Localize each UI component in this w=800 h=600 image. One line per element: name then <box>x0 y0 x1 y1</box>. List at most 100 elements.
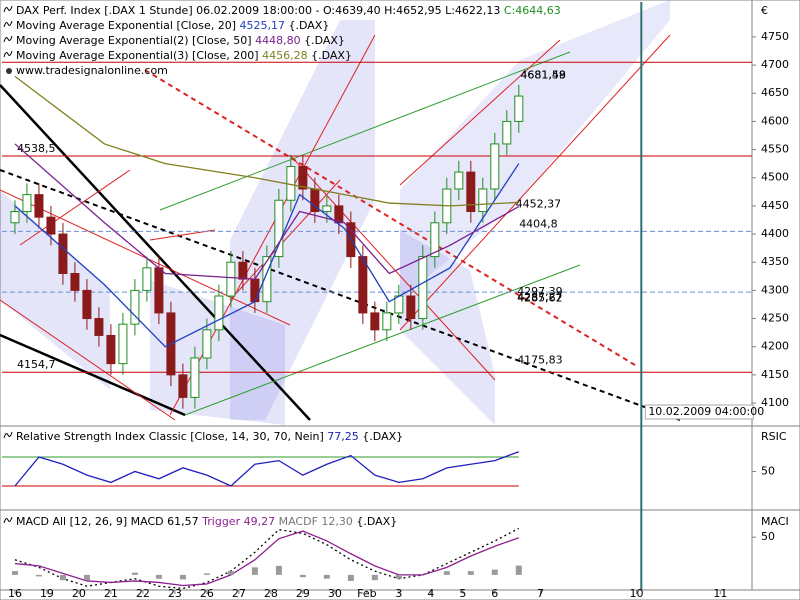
y-tick-label: 4350 <box>761 255 789 268</box>
candle-body <box>358 256 368 314</box>
x-tick-label: 27 <box>232 587 246 600</box>
level-label: 4404,8 <box>519 217 558 230</box>
candle-body <box>226 261 236 297</box>
legend: DAX Perf. Index [.DAX 1 Stunde] 06.02.20… <box>16 4 561 17</box>
candle-body <box>298 165 308 190</box>
y-tick-label: 50 <box>761 530 775 543</box>
series-line <box>14 530 520 587</box>
candle-body <box>262 256 272 303</box>
histogram-bar <box>227 571 234 575</box>
candle-body <box>502 120 512 145</box>
candle-body <box>202 329 212 359</box>
x-tick-label: 5 <box>459 587 466 600</box>
level-label: 4154,7 <box>17 358 56 371</box>
legend-suffix: {.DAX} <box>311 49 352 62</box>
candle-body <box>370 312 380 331</box>
cursor-box <box>644 404 754 420</box>
annotation: 4681,49 <box>520 69 566 82</box>
source-icon <box>6 68 12 74</box>
candle-body <box>70 272 80 291</box>
series-line <box>14 75 519 207</box>
legend-icon <box>3 50 13 58</box>
y-tick-label: 4650 <box>761 86 789 99</box>
y-tick-label: 4200 <box>761 340 789 353</box>
x-tick-label: 29 <box>296 587 310 600</box>
candle-body <box>334 205 344 224</box>
histogram-bar <box>371 574 378 581</box>
chart-title: DAX Perf. Index [.DAX 1 Stunde] 06.02.20… <box>16 4 500 17</box>
y-tick-label: 4450 <box>761 199 789 212</box>
legend-name: MACDF <box>279 515 318 528</box>
legend-icon <box>3 516 13 524</box>
candle-body <box>130 289 140 325</box>
legend-icon <box>3 5 13 13</box>
annotation: 4681,58 <box>520 68 566 81</box>
legend: Relative Strength Index Classic [Close, … <box>16 430 403 443</box>
x-tick-label: 23 <box>168 587 182 600</box>
legend-suffix: {.DAX} <box>362 430 403 443</box>
legend-icon <box>3 431 13 439</box>
candle-body <box>454 171 464 190</box>
y-tick-label: 4700 <box>761 58 789 71</box>
legend-suffix: {.DAX} <box>356 515 397 528</box>
legend-name: Moving Average Exponential [Close, 20] <box>16 19 236 32</box>
x-tick-label: 16 <box>8 587 22 600</box>
candle-body <box>46 216 56 235</box>
annotation: 4452,37 <box>516 198 562 211</box>
histogram-bar <box>467 571 474 575</box>
histogram-bar <box>155 574 162 579</box>
legend: MACD All [12, 26, 9] MACD 61,57 Trigger … <box>16 515 397 528</box>
y-tick-label: 4600 <box>761 114 789 127</box>
y-tick-label: 4500 <box>761 171 789 184</box>
x-tick-label: 21 <box>104 587 118 600</box>
candle-body <box>118 323 128 365</box>
legend-value: 49,27 <box>244 515 276 528</box>
y-tick-label: 4550 <box>761 143 789 156</box>
source: www.tradesignalonline.com <box>16 64 168 77</box>
x-tick-label: 3 <box>395 587 402 600</box>
candle-body <box>142 267 152 291</box>
legend-suffix: {.DAX} <box>304 34 345 47</box>
candle-body <box>22 194 32 213</box>
x-tick-label: 10 <box>630 587 644 600</box>
legend-icon <box>3 20 13 28</box>
candle-body <box>10 211 20 224</box>
histogram-bar <box>275 565 282 575</box>
histogram-bar <box>491 569 498 575</box>
legend-value: 61,57 <box>167 515 199 528</box>
axis-label: € <box>761 4 768 17</box>
x-tick-label: 26 <box>200 587 214 600</box>
candle-body <box>478 188 488 213</box>
candle-body <box>106 334 116 365</box>
candle-body <box>490 143 500 190</box>
histogram-bar <box>131 572 138 575</box>
x-tick-label: 7 <box>537 587 544 600</box>
candle-body <box>418 256 428 320</box>
legend-name: Trigger <box>201 515 240 528</box>
candle-body <box>382 312 392 331</box>
candle-body <box>274 199 284 258</box>
histogram-bar <box>515 565 522 575</box>
y-tick-label: 4750 <box>761 30 789 43</box>
candle-body <box>514 95 524 122</box>
candle-body <box>322 205 332 213</box>
candle-body <box>154 267 164 314</box>
x-tick-label: 11 <box>713 587 727 600</box>
candle-body <box>34 194 44 218</box>
candle-body <box>406 295 416 320</box>
legend-value: 77,25 <box>327 430 359 443</box>
series-line <box>14 451 520 487</box>
axis-label: RSIC <box>761 430 787 443</box>
candle-body <box>430 222 440 258</box>
legend-value: 4456,28 <box>262 49 308 62</box>
candle-body <box>250 278 260 303</box>
histogram-bar <box>59 574 66 581</box>
x-tick-label: 20 <box>72 587 86 600</box>
panel-title: MACD All [12, 26, 9] <box>16 515 127 528</box>
y-tick-label: 50 <box>761 465 775 478</box>
legend-name: Moving Average Exponential(2) [Close, 50… <box>16 34 252 47</box>
legend-icon <box>3 35 13 43</box>
candle-body <box>178 374 188 398</box>
close-label: C:4644,63 <box>504 4 561 17</box>
annotation: 4297,39 <box>517 285 563 298</box>
